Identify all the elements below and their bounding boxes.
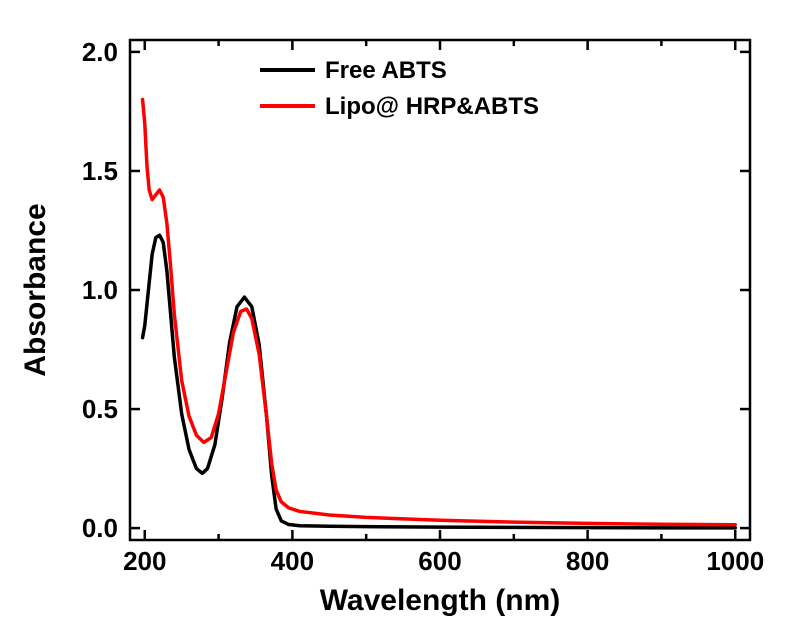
series-line-0	[143, 235, 736, 528]
series-line-1	[143, 100, 736, 525]
y-tick-label: 0.0	[82, 513, 118, 543]
x-tick-label: 200	[123, 546, 166, 576]
x-tick-label: 600	[418, 546, 461, 576]
legend: Free ABTS Lipo@ HRP&ABTS	[260, 57, 539, 120]
y-tick-label: 0.5	[82, 394, 118, 424]
y-tick-label: 1.0	[82, 275, 118, 305]
y-axis-label: Absorbance	[19, 203, 52, 376]
legend-label: Lipo@ HRP&ABTS	[325, 93, 539, 120]
chart-svg: 200 400 600 800 1000 0.0 0.5 1.0 1.5 2.0 Wavelengt…	[0, 0, 793, 631]
y-tick-label: 1.5	[82, 156, 118, 186]
spectrum-chart: 200 400 600 800 1000 0.0 0.5 1.0 1.5 2.0 Wavelengt…	[0, 0, 793, 631]
x-tick-label: 800	[566, 546, 609, 576]
x-tick-label: 1000	[706, 546, 764, 576]
x-tick-label: 400	[271, 546, 314, 576]
y-tick-label: 2.0	[82, 37, 118, 67]
legend-label: Free ABTS	[325, 57, 447, 84]
x-axis-label: Wavelength (nm)	[320, 584, 561, 617]
